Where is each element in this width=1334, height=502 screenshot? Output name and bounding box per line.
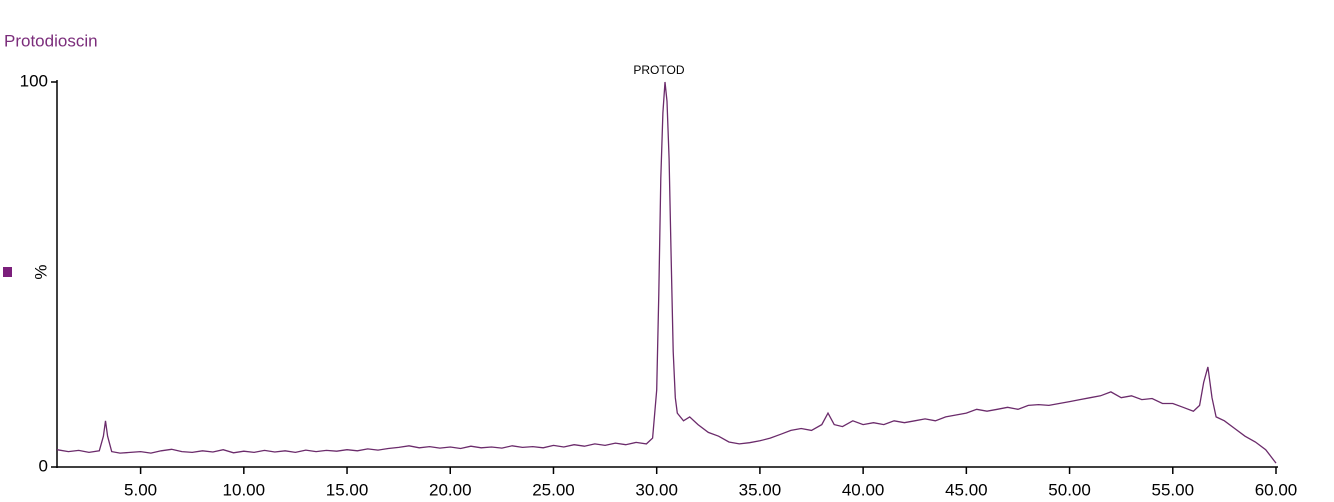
y-tick-label: 0	[39, 456, 48, 475]
chart-title: Protodioscin	[4, 31, 98, 50]
series-marker	[3, 267, 12, 277]
x-tick-label: 5.00	[124, 480, 157, 499]
peak-annotation: PROTOD	[633, 63, 684, 77]
y-tick-label: 100	[20, 71, 48, 90]
x-tick-label: 15.00	[326, 480, 369, 499]
x-tick-label: 20.00	[429, 480, 472, 499]
x-tick-label: 35.00	[739, 480, 782, 499]
x-tick-label: 45.00	[945, 480, 988, 499]
series-line	[56, 81, 1277, 464]
x-tick-label: 50.00	[1048, 480, 1091, 499]
x-tick-label: 55.00	[1152, 480, 1195, 499]
y-axis-label: %	[31, 264, 50, 279]
x-tick-label: 30.00	[635, 480, 678, 499]
x-tick-label: 10.00	[223, 480, 266, 499]
x-tick-label: 60.00	[1255, 480, 1298, 499]
x-tick-label: 40.00	[842, 480, 885, 499]
x-tick-label: 25.00	[532, 480, 575, 499]
